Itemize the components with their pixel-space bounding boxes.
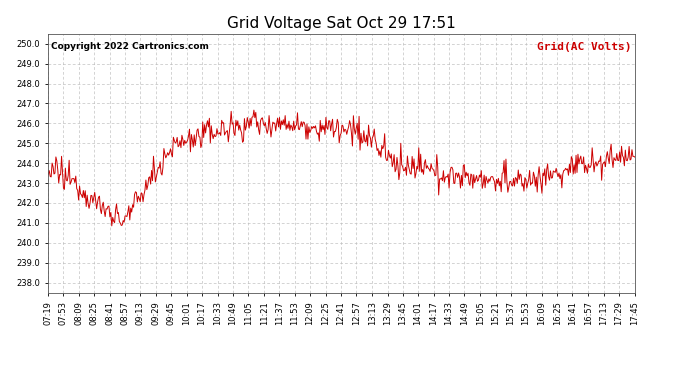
Text: Copyright 2022 Cartronics.com: Copyright 2022 Cartronics.com (51, 42, 209, 51)
Title: Grid Voltage Sat Oct 29 17:51: Grid Voltage Sat Oct 29 17:51 (227, 16, 456, 31)
Text: Grid(AC Volts): Grid(AC Volts) (538, 42, 632, 51)
